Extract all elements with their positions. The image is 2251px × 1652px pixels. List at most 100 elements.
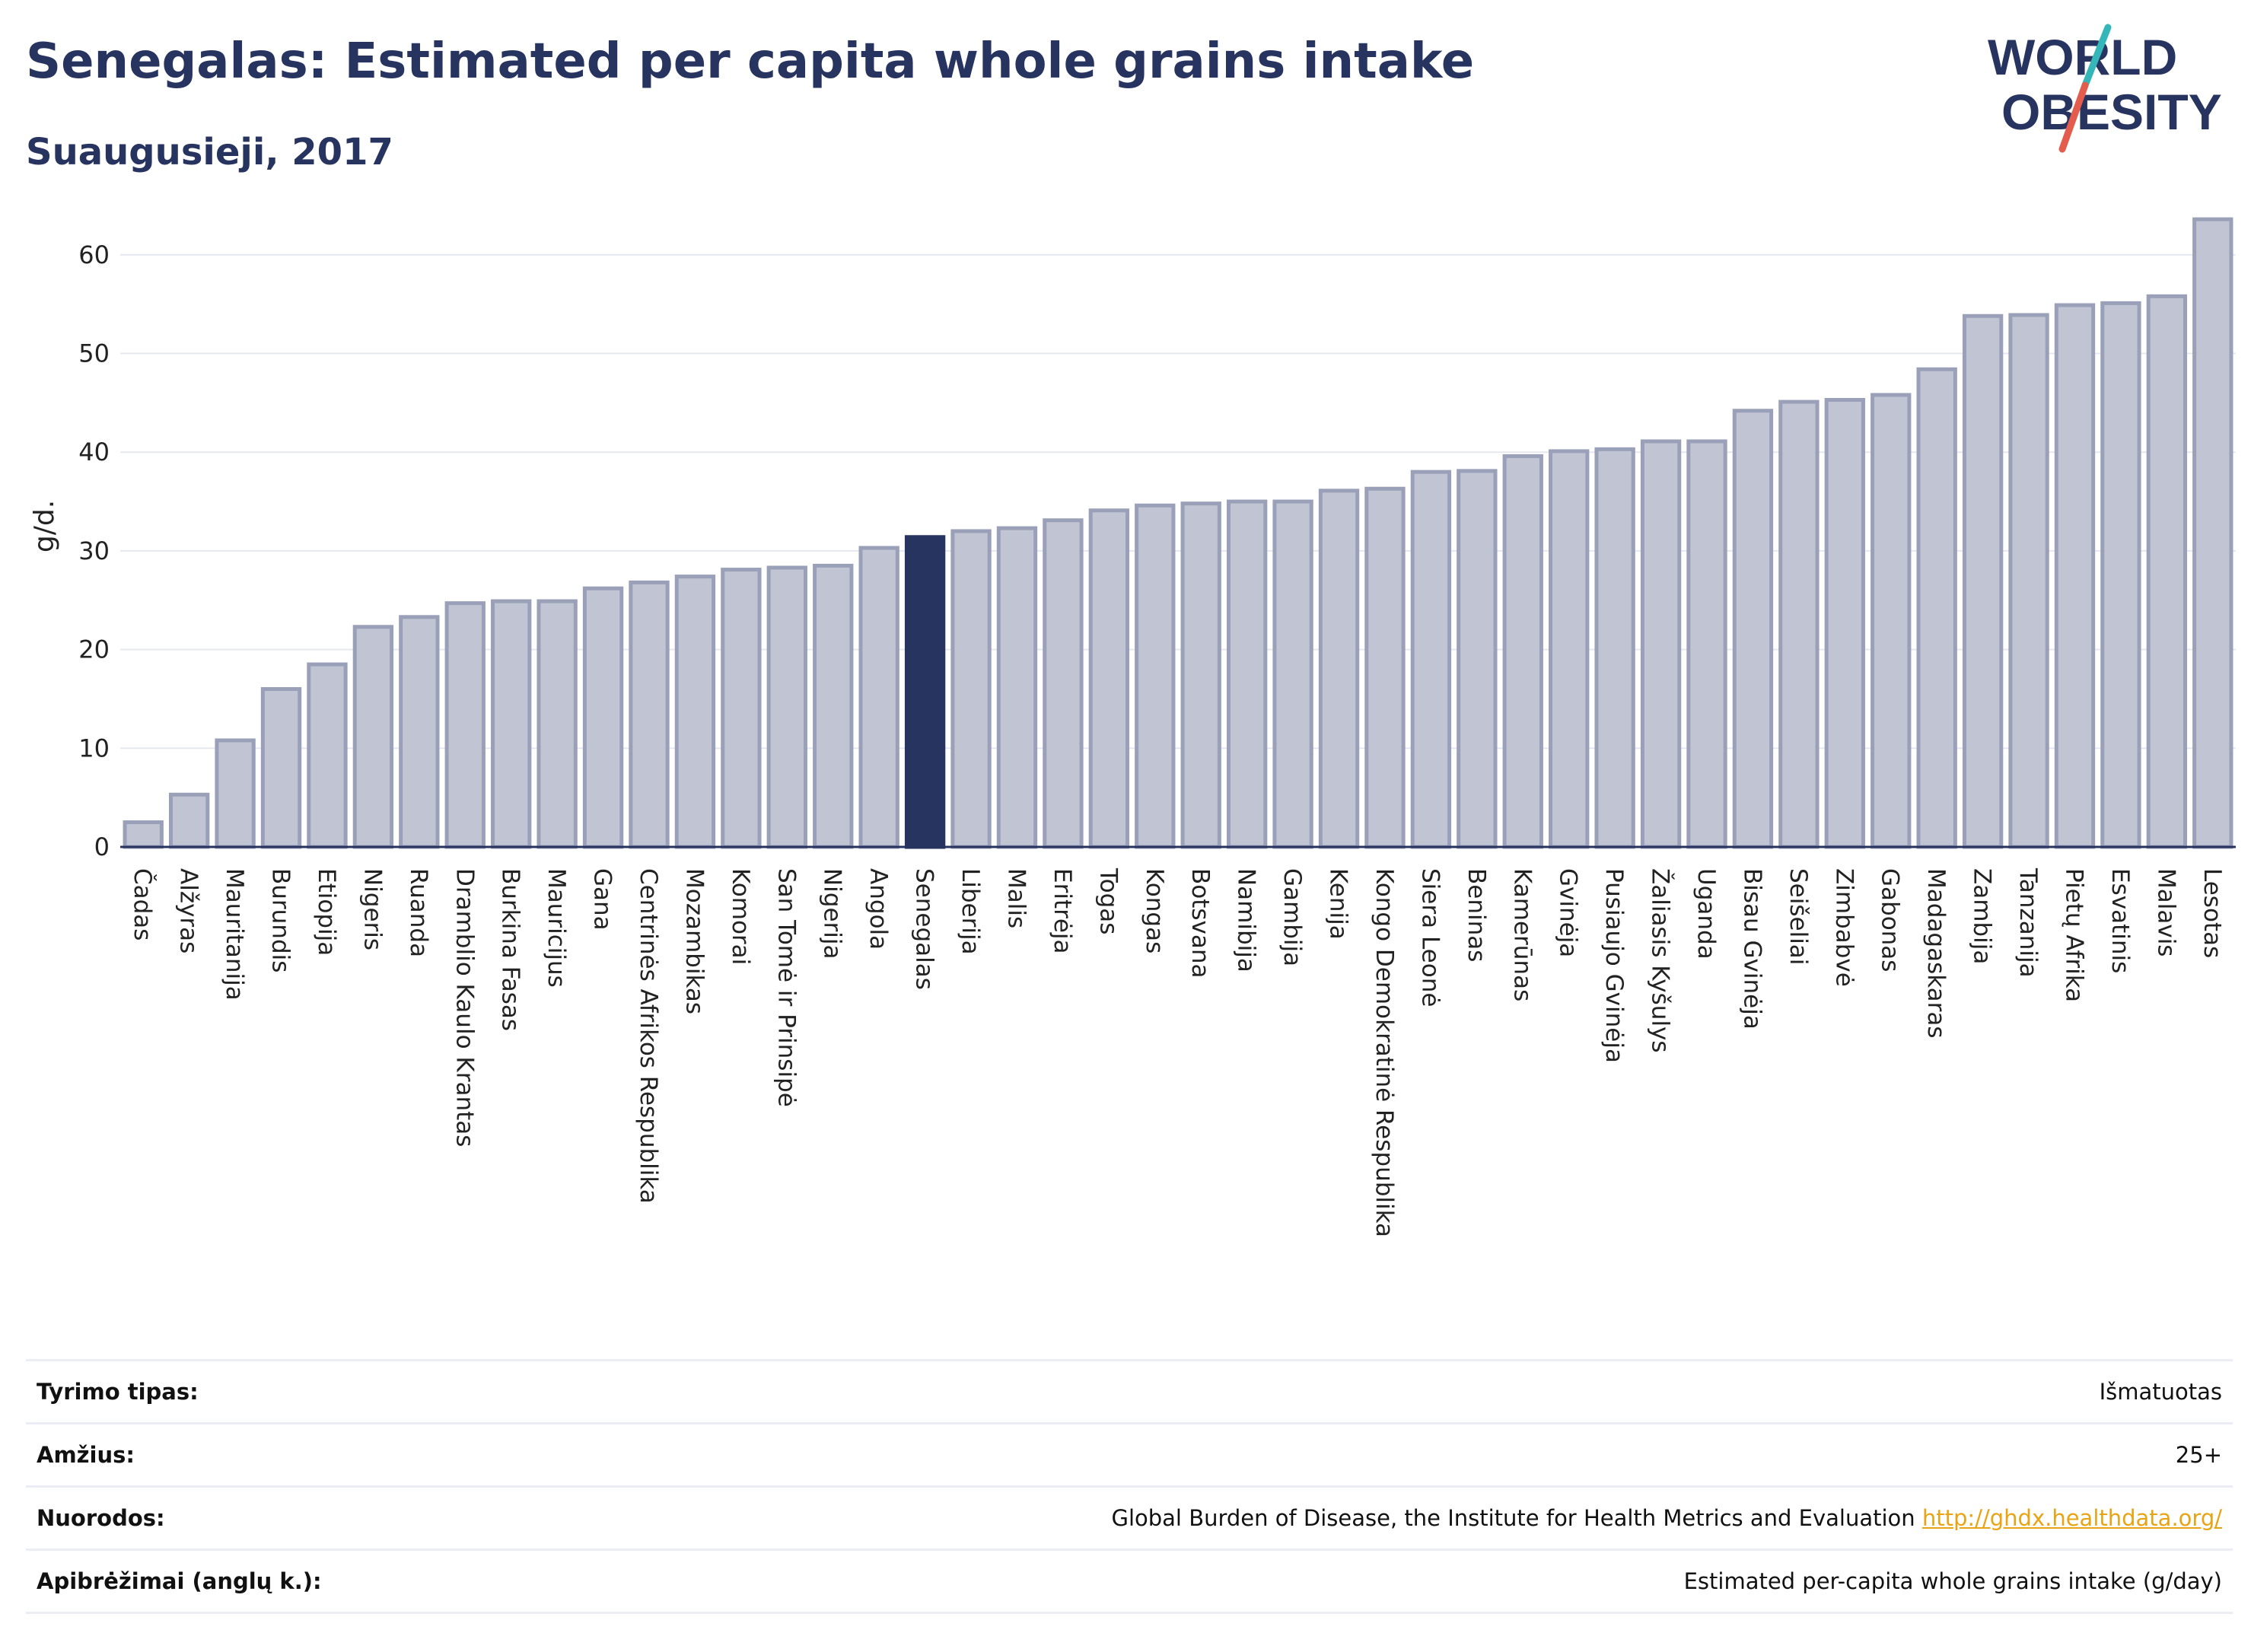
x-tick-label: Kamerūnas <box>1508 868 1536 1001</box>
x-tick-label: Beninas <box>1463 868 1490 962</box>
bar-13[interactable] <box>674 575 716 849</box>
x-tick-label: Zambija <box>1969 868 1996 964</box>
bar-11[interactable] <box>582 586 624 849</box>
x-tick-label: Senegalas <box>911 868 938 990</box>
bar-8[interactable] <box>444 601 486 849</box>
bar-30[interactable] <box>1457 469 1498 849</box>
bar-12[interactable] <box>629 580 670 849</box>
bar-42[interactable] <box>2008 313 2049 849</box>
info-value-text: 25+ <box>2175 1442 2222 1468</box>
bar-5[interactable] <box>307 662 348 849</box>
bar-24[interactable] <box>1180 501 1221 849</box>
x-tick-label: Centrinės Afrikos Respublika <box>635 868 662 1204</box>
info-label: Apibrėžimai (anglų k.): <box>37 1568 322 1594</box>
x-tick-label: Gvinėja <box>1555 868 1582 957</box>
x-tick-label: Gambija <box>1278 868 1306 966</box>
x-tick-label: Čadas <box>129 868 157 941</box>
bar-9[interactable] <box>491 599 532 849</box>
bar-19[interactable] <box>950 529 992 849</box>
x-tick-label: Ruanda <box>405 868 432 957</box>
info-label: Amžius: <box>37 1442 135 1468</box>
x-tick-label: Lesotas <box>2198 868 2226 958</box>
bar-16[interactable] <box>813 563 854 849</box>
bar-7[interactable] <box>399 615 440 849</box>
x-tick-label: Gabonas <box>1877 868 1904 972</box>
x-tick-label: Liberija <box>957 868 984 955</box>
info-row: Apibrėžimai (anglų k.): Estimated per-cap… <box>26 1551 2233 1614</box>
info-value: Global Burden of Disease, the Institute … <box>1111 1505 2222 1531</box>
x-tick-label: Mauritanija <box>221 868 248 1001</box>
chart-title: Senegalas: Estimated per capita whole gr… <box>26 33 1475 90</box>
x-tick-label: Namibija <box>1233 868 1260 972</box>
bar-26[interactable] <box>1272 499 1313 849</box>
x-tick-label: Žaliasis Kyšulys <box>1647 868 1674 1053</box>
bar-44[interactable] <box>2100 301 2141 849</box>
bar-43[interactable] <box>2054 303 2096 849</box>
x-tick-label: Botsvana <box>1186 868 1214 979</box>
x-tick-label: Malavis <box>2152 868 2179 957</box>
bar-31[interactable] <box>1502 454 1543 849</box>
bar-37[interactable] <box>1778 399 1820 849</box>
y-tick-label: 30 <box>78 536 110 565</box>
x-tick-label: Nigerija <box>819 868 846 960</box>
source-link[interactable]: http://ghdx.healthdata.org/ <box>1921 1505 2222 1531</box>
bar-22[interactable] <box>1088 508 1130 849</box>
x-tick-label: Kongo Demokratinė Respublika <box>1371 868 1398 1237</box>
world-obesity-logo[interactable]: WORLD OBESITY <box>1986 23 2237 160</box>
info-value-text: Global Burden of Disease, the Institute … <box>1111 1505 1915 1531</box>
bar-20[interactable] <box>996 526 1038 849</box>
bar-28[interactable] <box>1364 486 1406 849</box>
y-tick-label: 10 <box>78 734 110 762</box>
x-tick-label: Mauricijus <box>543 868 570 988</box>
x-tick-label: Seišeliai <box>1785 868 1812 965</box>
bar-10[interactable] <box>536 599 578 849</box>
bar-chart: 0 10 20 30 40 50 60 g/d. Čadas Alžyras Mauritanija… <box>29 217 2236 1237</box>
bar-15[interactable] <box>766 565 807 849</box>
x-tick-label: Togas <box>1094 867 1122 934</box>
bar-34[interactable] <box>1640 439 1682 849</box>
bar-33[interactable] <box>1594 447 1635 849</box>
y-tick-label: 60 <box>78 240 110 269</box>
info-value: Išmatuotas <box>2100 1379 2222 1405</box>
chart-subtitle: Suaugusieji, 2017 <box>26 131 393 173</box>
logo-slash-teal <box>2081 24 2112 89</box>
x-tick-label: Pietų Afrika <box>2060 868 2087 1002</box>
y-tick-label: 0 <box>94 832 110 861</box>
bar-18[interactable] <box>904 535 946 849</box>
bar-36[interactable] <box>1732 409 1774 849</box>
bar-21[interactable] <box>1043 518 1084 849</box>
bar-39[interactable] <box>1871 393 1912 849</box>
x-tick-label: Burundis <box>267 868 295 972</box>
bar-40[interactable] <box>1916 367 1957 849</box>
x-tick-label: Bisau Gvinėja <box>1738 868 1765 1030</box>
x-tick-label: Komorai <box>727 868 754 965</box>
y-axis-label: g/d. <box>29 500 60 552</box>
bar-25[interactable] <box>1226 499 1268 849</box>
bar-41[interactable] <box>1962 314 2004 849</box>
bar-23[interactable] <box>1135 503 1176 849</box>
x-tick-label: Uganda <box>1692 868 1720 960</box>
x-tick-label: Eritrėja <box>1049 868 1076 954</box>
logo-slash-red <box>2058 81 2089 153</box>
bar-38[interactable] <box>1824 397 1865 849</box>
x-tick-label: Esvatinis <box>2106 868 2134 973</box>
x-tick-label: San Tomė ir Prinsipė <box>772 868 800 1107</box>
bar-35[interactable] <box>1686 439 1727 849</box>
bar-29[interactable] <box>1410 469 1452 849</box>
bar-45[interactable] <box>2146 294 2188 849</box>
bar-3[interactable] <box>215 738 256 849</box>
bar-46[interactable] <box>2192 217 2233 849</box>
bar-6[interactable] <box>352 625 394 849</box>
x-tick-label: Pusiaujo Gvinėja <box>1600 868 1628 1063</box>
info-label: Tyrimo tipas: <box>37 1379 199 1405</box>
bar-1[interactable] <box>123 820 164 849</box>
info-row: Amžius: 25+ <box>26 1424 2233 1488</box>
bar-27[interactable] <box>1318 489 1360 849</box>
bar-2[interactable] <box>168 792 210 849</box>
bar-14[interactable] <box>721 568 762 849</box>
bar-32[interactable] <box>1549 449 1590 849</box>
x-tick-label: Kenija <box>1325 868 1352 940</box>
x-tick-label: Malis <box>1002 868 1030 928</box>
bar-17[interactable] <box>858 546 899 849</box>
bar-4[interactable] <box>260 686 302 849</box>
